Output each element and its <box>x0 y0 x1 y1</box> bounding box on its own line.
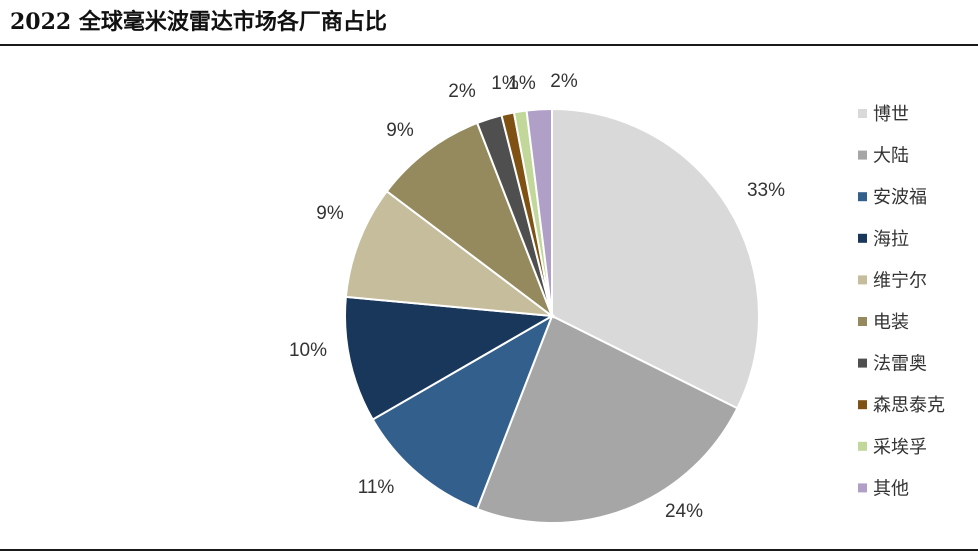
legend-label-6: 电装 <box>873 312 909 333</box>
legend-swatch-7 <box>858 358 867 368</box>
pie-slice-6 <box>385 121 555 319</box>
slice-value-label-8: 1% <box>491 73 519 94</box>
legend-label-3: 安波福 <box>873 187 927 208</box>
legend-label-2: 大陆 <box>873 146 909 167</box>
pie-slice-1 <box>551 107 760 410</box>
chart-title: 2022 全球毫米波雷达市场各厂商占比 <box>10 9 387 35</box>
legend-label-7: 法雷奥 <box>873 354 927 375</box>
legend-label-8: 森思泰克 <box>873 395 945 416</box>
slice-value-label-2: 24% <box>665 501 703 522</box>
slice-value-label-4: 10% <box>289 340 327 361</box>
pie-slice-3 <box>371 313 554 511</box>
legend-label-1: 博世 <box>873 104 909 125</box>
legend-label-4: 海拉 <box>873 229 909 250</box>
slice-value-label-7: 2% <box>448 81 476 102</box>
legend-label-9: 采埃孚 <box>873 437 927 458</box>
slice-value-label-1: 33% <box>747 180 785 201</box>
pie-labels: 33% 24% 11% 10% 9% 9% 2% 1%1% 2% <box>289 71 785 522</box>
legend-swatch-1 <box>858 109 867 118</box>
slice-value-label-5: 9% <box>316 203 344 224</box>
legend-label-10: 其他 <box>873 478 909 499</box>
legend-swatch-2 <box>858 150 867 160</box>
legend-swatch-3 <box>858 192 867 202</box>
slice-value-label-3: 11% <box>358 477 395 498</box>
legend-swatch-9 <box>858 441 867 451</box>
pie-slice-2 <box>475 314 739 524</box>
pie-slice-4 <box>344 295 556 421</box>
legend-swatch-8 <box>858 400 867 410</box>
pie-slice-5 <box>344 189 556 318</box>
legend-swatch-5 <box>858 275 867 285</box>
legend-label-5: 维宁尔 <box>873 270 927 291</box>
pie-slice-10 <box>525 107 553 317</box>
slice-value-label-9: 1% <box>508 73 536 94</box>
slice-value-label-6: 9% <box>386 120 414 141</box>
top-rule <box>0 44 978 46</box>
slice-value-label-10: 2% <box>550 71 578 92</box>
pie-slices <box>344 107 760 524</box>
legend-swatch-4 <box>858 233 867 243</box>
legend-swatch-10 <box>858 483 867 493</box>
bottom-rule <box>0 549 978 551</box>
legend-swatch-6 <box>858 317 867 326</box>
